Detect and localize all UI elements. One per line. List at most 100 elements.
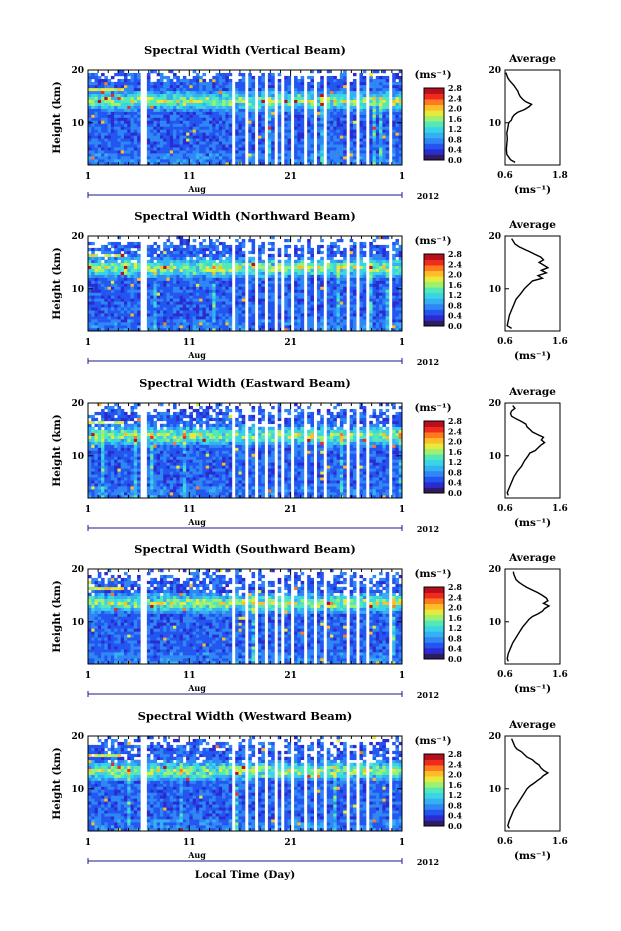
heatmap-cell [133, 310, 138, 314]
heatmap-cell [218, 81, 223, 86]
heatmap-cell [104, 328, 108, 332]
heatmap-cell [267, 141, 272, 145]
heatmap-cell [379, 286, 383, 290]
heatmap-cell [120, 328, 125, 332]
heatmap-cell [182, 132, 187, 136]
month-label: Aug [187, 184, 206, 194]
heatmap-cell [133, 159, 138, 163]
heatmap-cell [359, 114, 364, 118]
heatmap-cell [153, 319, 157, 323]
heatmap-cell [166, 280, 171, 284]
heatmap-cell [248, 156, 252, 160]
heatmap-cell [379, 268, 383, 272]
heatmap-cell [179, 319, 184, 323]
heatmap-cell [398, 289, 403, 293]
heatmap-cell [173, 247, 177, 252]
heatmap-cell [379, 111, 383, 115]
heatmap-cell [372, 301, 377, 305]
heatmap-cell [359, 108, 364, 112]
heatmap-cell [297, 135, 301, 139]
heatmap-cell [294, 75, 298, 80]
heatmap-cell [209, 325, 213, 329]
heatmap-cell [159, 84, 164, 89]
heatmap-cell [127, 271, 131, 275]
heatmap-cell [205, 138, 210, 142]
heatmap-cell [369, 304, 373, 308]
heatmap-cell [241, 81, 246, 86]
heatmap-cell [336, 156, 341, 160]
heatmap-cell [228, 295, 233, 299]
heatmap-cell [133, 72, 138, 77]
heatmap-cell [307, 313, 311, 317]
heatmap-cell [375, 236, 380, 240]
heatmap-cell [235, 268, 239, 272]
heatmap-cell [222, 147, 226, 151]
heatmap-cell [382, 244, 386, 249]
heatmap-cell [153, 138, 157, 142]
heatmap-cell [362, 268, 367, 272]
heatmap-cell [271, 256, 275, 261]
heatmap-cell [107, 256, 112, 261]
heatmap-cell [117, 241, 122, 246]
heatmap-cell [326, 250, 331, 255]
heatmap-cell [159, 108, 164, 112]
heatmap-cell [186, 144, 190, 148]
heatmap-cell [339, 99, 344, 103]
heatmap-cell [133, 120, 138, 124]
heatmap-cell [379, 141, 383, 145]
heatmap-cell [173, 141, 177, 145]
heatmap-cell [166, 319, 171, 323]
heatmap-cell [320, 78, 324, 83]
heatmap-cell [153, 307, 157, 311]
heatmap-cell [261, 123, 265, 127]
heatmap-cell [251, 99, 256, 103]
heatmap-cell [398, 114, 403, 118]
heatmap-cell [176, 102, 180, 106]
heatmap-cell [395, 138, 400, 142]
heatmap-cell [326, 295, 331, 299]
heatmap-cell [261, 93, 265, 98]
heatmap-cell [202, 265, 207, 269]
heatmap-cell [248, 268, 252, 272]
heatmap-cell [186, 111, 190, 115]
heatmap-cell [104, 250, 108, 255]
heatmap-cell [150, 90, 154, 95]
heatmap-cell [97, 159, 102, 163]
heatmap-cell [192, 96, 197, 100]
heatmap-cell [267, 129, 272, 133]
heatmap-cell [225, 144, 229, 148]
heatmap-cell [398, 319, 403, 323]
heatmap-cell [330, 135, 334, 139]
heatmap-cell [375, 147, 380, 151]
heatmap-cell [209, 102, 213, 106]
heatmap-cell [228, 153, 233, 157]
heatmap-cell [159, 87, 164, 92]
heatmap-cell [163, 102, 167, 106]
heatmap-cell [359, 75, 364, 80]
heatmap-cell [88, 78, 92, 83]
heatmap-cell [218, 150, 223, 154]
heatmap-cell [88, 286, 92, 290]
heatmap-cell [398, 132, 403, 136]
heatmap-cell [163, 262, 167, 266]
heatmap-cell [320, 105, 324, 109]
heatmap-cell [258, 114, 262, 118]
heatmap-cell [104, 90, 108, 95]
heatmap-cell [133, 156, 138, 160]
heatmap-cell [339, 150, 344, 154]
heatmap-cell [398, 295, 403, 299]
heatmap-cell [398, 286, 403, 290]
heatmap-cell [150, 162, 154, 166]
heatmap-cell [375, 75, 380, 80]
heatmap-cell [166, 325, 171, 329]
heatmap-cell [179, 295, 184, 299]
heatmap-cell [395, 289, 400, 293]
heatmap-cell [166, 75, 171, 80]
heatmap-cell [284, 250, 288, 255]
heatmap-cell [110, 301, 115, 305]
heatmap-cell [189, 325, 193, 329]
heatmap-cell [212, 253, 216, 258]
heatmap-cell [163, 298, 167, 302]
heatmap-cell [392, 99, 396, 103]
